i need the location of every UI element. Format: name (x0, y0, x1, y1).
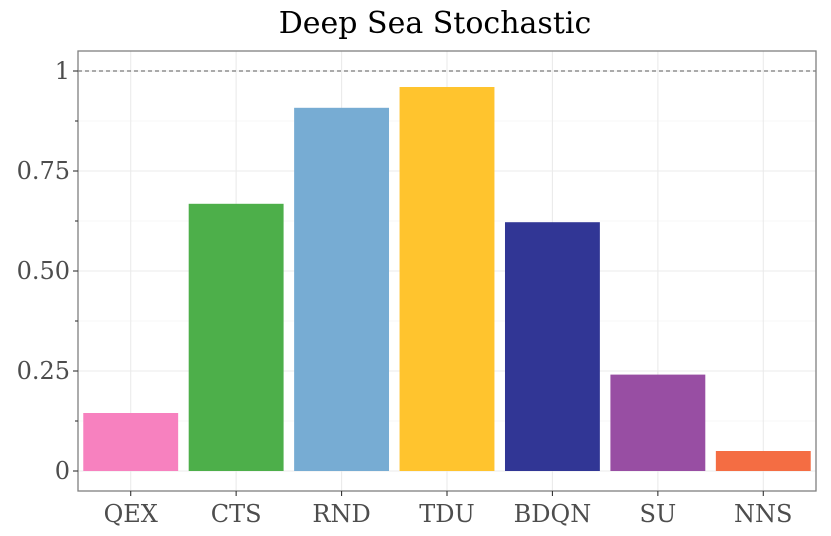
x-tick-label: CTS (211, 500, 262, 528)
bars (83, 87, 811, 472)
bar-tdu (399, 87, 495, 471)
x-tick-label: BDQN (514, 500, 592, 528)
bar-qex (83, 413, 179, 471)
y-axis: 0 0.25 0.50 0.75 1 (17, 57, 78, 485)
bar-cts (188, 203, 284, 472)
bar-rnd (294, 107, 390, 472)
y-tick-label: 0.50 (17, 257, 70, 285)
bar-bdqn (504, 222, 600, 471)
x-tick-label: RND (312, 500, 370, 528)
x-tick-label: TDU (419, 500, 474, 528)
y-tick-label: 1 (55, 57, 70, 85)
y-tick-label: 0.25 (17, 357, 70, 385)
x-axis: QEX CTS RND TDU BDQN SU NNS (104, 491, 793, 528)
x-tick-label: SU (640, 500, 677, 528)
y-tick-label: 0 (55, 457, 70, 485)
bar-su (610, 374, 706, 471)
x-tick-label: QEX (104, 500, 158, 528)
x-tick-label: NNS (734, 500, 792, 528)
bar-nns (715, 451, 811, 471)
chart-title: Deep Sea Stochastic (279, 6, 592, 41)
y-tick-label: 0.75 (17, 157, 70, 185)
